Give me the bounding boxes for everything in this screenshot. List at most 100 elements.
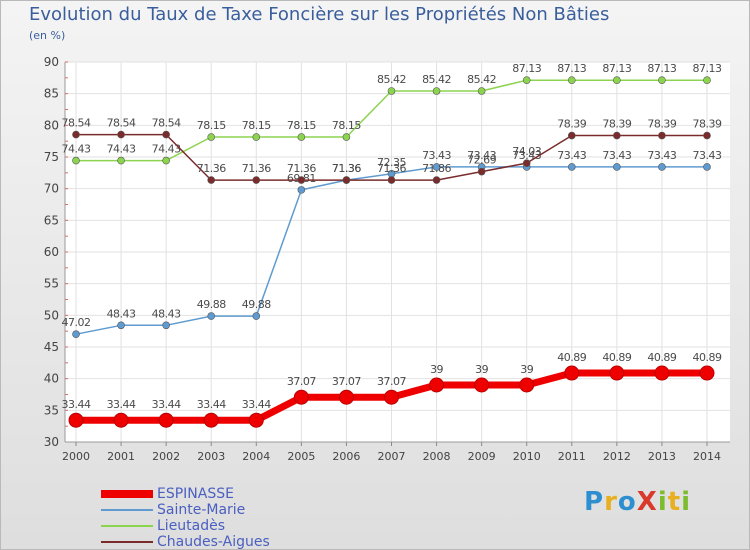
- data-point-sainte-marie: [207, 312, 216, 320]
- x-tick-label: 2014: [693, 450, 721, 463]
- x-tick-label: 2000: [62, 450, 90, 463]
- x-tick-label: 2011: [558, 450, 586, 463]
- legend-item: Lieutadès: [101, 518, 270, 534]
- data-label-sainte-marie: 73.43: [647, 149, 676, 162]
- data-point-chaudes-aigues: [387, 176, 396, 184]
- data-label-lieutad-s: 85.42: [422, 73, 451, 86]
- data-label-sainte-marie: 47.02: [62, 316, 91, 329]
- x-tick-label: 2004: [242, 450, 270, 463]
- data-label-espinasse: 40.89: [693, 351, 722, 364]
- data-point-chaudes-aigues: [297, 176, 306, 184]
- data-point-chaudes-aigues: [567, 131, 576, 140]
- data-label-sainte-marie: 49.88: [197, 298, 226, 311]
- x-tick-label: 2009: [468, 450, 496, 463]
- data-label-chaudes-aigues: 71.36: [287, 162, 316, 175]
- data-point-lieutad-s: [162, 156, 170, 165]
- x-tick-label: 2010: [513, 450, 541, 463]
- y-tick-label: 90: [44, 55, 59, 69]
- data-point-chaudes-aigues: [342, 176, 351, 184]
- data-label-chaudes-aigues: 71.36: [377, 162, 406, 175]
- data-point-lieutad-s: [252, 133, 261, 141]
- data-point-lieutad-s: [613, 76, 621, 84]
- data-point-sainte-marie: [613, 163, 621, 171]
- data-point-espinasse: [158, 412, 174, 428]
- y-tick-label: 45: [44, 340, 59, 354]
- data-point-chaudes-aigues: [252, 176, 261, 184]
- data-point-espinasse: [429, 377, 445, 393]
- data-point-lieutad-s: [567, 76, 576, 84]
- data-point-sainte-marie: [252, 312, 261, 320]
- data-label-lieutad-s: 74.43: [107, 143, 136, 156]
- data-point-lieutad-s: [297, 133, 306, 141]
- data-label-lieutad-s: 74.43: [152, 143, 181, 156]
- x-tick-label: 2002: [152, 450, 180, 463]
- data-point-sainte-marie: [72, 330, 80, 339]
- x-tick-label: 2001: [107, 450, 135, 463]
- legend-swatch: [101, 490, 153, 498]
- data-point-espinasse: [609, 365, 625, 381]
- legend-swatch: [101, 509, 153, 511]
- data-label-sainte-marie: 71.36: [332, 162, 361, 175]
- y-tick-label: 50: [44, 308, 59, 322]
- data-point-espinasse: [384, 389, 399, 405]
- data-point-lieutad-s: [522, 76, 531, 84]
- x-tick-label: 2007: [378, 450, 406, 463]
- data-point-lieutad-s: [117, 156, 125, 165]
- legend-item: Chaudes-Aigues: [101, 534, 270, 549]
- data-label-sainte-marie: 48.43: [107, 307, 136, 320]
- data-label-sainte-marie: 73.43: [693, 149, 722, 162]
- data-label-espinasse: 33.44: [242, 398, 271, 411]
- data-label-lieutad-s: 74.43: [62, 143, 91, 156]
- legend-label: ESPINASSE: [157, 486, 234, 502]
- data-label-lieutad-s: 87.13: [602, 62, 631, 75]
- legend-swatch: [101, 541, 153, 543]
- data-point-chaudes-aigues: [117, 130, 125, 139]
- data-point-chaudes-aigues: [658, 131, 666, 140]
- data-label-espinasse: 40.89: [602, 351, 631, 364]
- data-label-espinasse: 33.44: [152, 398, 181, 411]
- data-point-espinasse: [68, 412, 84, 428]
- x-tick-label: 2013: [648, 450, 676, 463]
- data-label-chaudes-aigues: 78.54: [152, 117, 181, 130]
- data-label-chaudes-aigues: 74.03: [512, 145, 541, 158]
- data-label-chaudes-aigues: 72.69: [467, 154, 496, 167]
- data-point-lieutad-s: [432, 87, 441, 95]
- data-label-lieutad-s: 78.15: [197, 119, 226, 132]
- data-point-espinasse: [699, 365, 715, 381]
- data-point-sainte-marie: [567, 163, 576, 171]
- data-point-sainte-marie: [117, 321, 125, 330]
- data-label-espinasse: 33.44: [62, 398, 91, 411]
- data-point-chaudes-aigues: [613, 131, 621, 140]
- data-label-espinasse: 33.44: [107, 398, 136, 411]
- data-label-espinasse: 40.89: [647, 351, 676, 364]
- data-point-chaudes-aigues: [703, 131, 711, 140]
- data-point-espinasse: [203, 412, 219, 428]
- legend-item: Sainte-Marie: [101, 502, 270, 518]
- data-label-lieutad-s: 87.13: [512, 62, 541, 75]
- legend: ESPINASSE Sainte-Marie Lieutadès Chaudes-Ai…: [101, 486, 270, 549]
- y-tick-label: 65: [44, 213, 59, 227]
- data-point-sainte-marie: [703, 163, 711, 171]
- y-tick-label: 85: [44, 87, 59, 101]
- data-label-sainte-marie: 48.43: [152, 307, 181, 320]
- data-label-sainte-marie: 73.43: [602, 149, 631, 162]
- data-point-lieutad-s: [207, 133, 216, 141]
- x-tick-label: 2006: [332, 450, 360, 463]
- legend-swatch: [101, 525, 153, 527]
- data-label-lieutad-s: 87.13: [557, 62, 586, 75]
- data-point-sainte-marie: [658, 163, 666, 171]
- data-point-lieutad-s: [72, 156, 80, 165]
- data-point-chaudes-aigues: [477, 167, 486, 176]
- legend-item: ESPINASSE: [101, 486, 270, 502]
- legend-label: Lieutadès: [157, 518, 226, 534]
- y-tick-label: 35: [44, 403, 59, 417]
- data-point-lieutad-s: [342, 133, 351, 141]
- data-label-lieutad-s: 87.13: [647, 62, 676, 75]
- data-point-chaudes-aigues: [162, 130, 170, 139]
- data-label-espinasse: 39: [475, 363, 488, 376]
- data-label-sainte-marie: 73.43: [467, 149, 496, 162]
- data-label-espinasse: 40.89: [557, 351, 586, 364]
- y-tick-label: 80: [44, 118, 59, 132]
- data-label-espinasse: 37.07: [287, 375, 316, 388]
